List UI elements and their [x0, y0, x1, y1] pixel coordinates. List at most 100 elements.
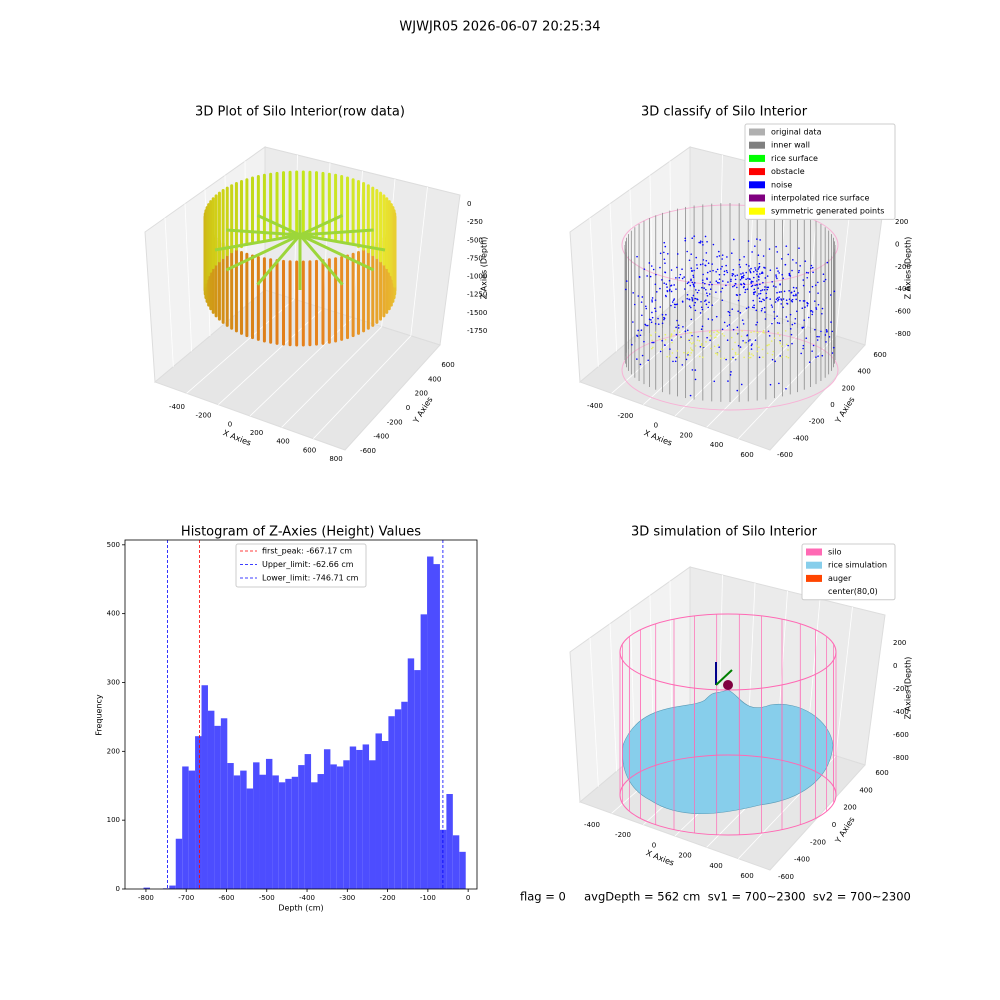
- legend-label: rice simulation: [828, 561, 887, 570]
- noise-point: [712, 243, 715, 246]
- noise-point: [658, 335, 660, 338]
- noise-point: [817, 281, 819, 284]
- x-tick-label: 400: [709, 862, 722, 870]
- sym-point: [661, 348, 663, 350]
- bar: [304, 754, 312, 889]
- noise-point: [644, 323, 647, 326]
- sym-point: [690, 331, 693, 334]
- x-axis-label: X Axies: [643, 428, 674, 447]
- x-tick-label: -600: [219, 894, 235, 902]
- noise-point: [646, 324, 649, 327]
- noise-point: [639, 334, 642, 337]
- point-spoke: [256, 234, 302, 286]
- pane-grid: [611, 298, 720, 394]
- noise-point: [725, 358, 727, 361]
- noise-point: [752, 270, 755, 273]
- noise-point: [776, 251, 779, 253]
- noise-point: [684, 330, 687, 333]
- sym-point: [750, 331, 752, 334]
- noise-point: [675, 326, 677, 329]
- bar: [291, 776, 299, 889]
- y-tick-label: -400: [793, 434, 809, 442]
- x-tick-label: 800: [329, 455, 342, 463]
- noise-point: [684, 237, 687, 240]
- noise-point: [733, 284, 736, 287]
- noise-point: [801, 326, 804, 329]
- noise-point: [709, 339, 711, 341]
- noise-point: [743, 255, 745, 258]
- noise-point: [753, 288, 756, 291]
- noise-point: [753, 306, 755, 309]
- sym-point: [744, 341, 746, 344]
- noise-point: [734, 278, 737, 281]
- bar: [143, 887, 150, 889]
- noise-point: [754, 284, 756, 287]
- noise-point: [652, 268, 655, 271]
- noise-point: [723, 321, 726, 324]
- noise-point: [777, 270, 779, 272]
- noise-point: [795, 310, 798, 313]
- noise-point: [776, 277, 778, 280]
- noise-point: [797, 292, 799, 294]
- pane-grid: [674, 317, 778, 417]
- sym-point: [777, 332, 779, 334]
- noise-point: [689, 306, 692, 309]
- noise-point: [759, 283, 761, 286]
- noise-point: [641, 314, 643, 317]
- x-tick-label: 0: [652, 841, 656, 849]
- auger: [723, 680, 733, 690]
- noise-point: [778, 291, 781, 293]
- noise-point: [752, 276, 755, 279]
- noise-point: [771, 306, 774, 308]
- bar: [323, 749, 331, 889]
- noise-point: [705, 252, 708, 254]
- noise-point: [783, 290, 786, 293]
- noise-point: [766, 286, 769, 289]
- noise-point: [682, 326, 684, 328]
- noise-point: [702, 263, 704, 265]
- noise-point: [775, 274, 777, 276]
- sym-point: [689, 354, 691, 357]
- sym-point: [748, 353, 751, 356]
- noise-point: [756, 284, 759, 286]
- noise-point: [706, 271, 709, 274]
- noise-point: [752, 299, 755, 302]
- x-axis-label: Depth (cm): [278, 904, 323, 913]
- noise-point: [657, 317, 659, 320]
- noise-point: [693, 282, 696, 284]
- noise-point: [766, 288, 769, 291]
- noise-point: [636, 255, 638, 258]
- noise-point: [758, 356, 761, 359]
- noise-point: [791, 342, 793, 345]
- sym-point: [713, 345, 716, 348]
- noise-point: [764, 311, 766, 313]
- sym-point: [694, 345, 697, 347]
- y-tick-label: 600: [873, 351, 886, 359]
- noise-point: [651, 301, 653, 303]
- noise-point: [641, 354, 644, 357]
- axes-frame: [124, 539, 478, 890]
- noise-point: [758, 266, 760, 269]
- noise-point: [790, 333, 793, 336]
- noise-point: [686, 293, 689, 296]
- noise-point: [674, 360, 677, 363]
- y-tick-label: 400: [857, 368, 870, 376]
- noise-point: [793, 290, 796, 292]
- sym-point: [670, 335, 672, 338]
- noise-point: [659, 252, 662, 255]
- noise-point: [756, 238, 758, 240]
- noise-point: [727, 380, 729, 382]
- sym-point: [687, 351, 689, 354]
- noise-point: [705, 299, 707, 301]
- noise-point: [753, 291, 756, 294]
- sym-point: [768, 343, 770, 346]
- noise-point: [721, 287, 724, 290]
- sym-point: [669, 355, 671, 358]
- x-tick-label: 400: [276, 438, 289, 446]
- noise-point: [757, 254, 760, 256]
- legend-swatch: [806, 561, 822, 569]
- noise-point: [657, 323, 660, 325]
- noise-point: [795, 287, 798, 289]
- noise-point: [780, 291, 782, 293]
- sym-point: [718, 331, 720, 334]
